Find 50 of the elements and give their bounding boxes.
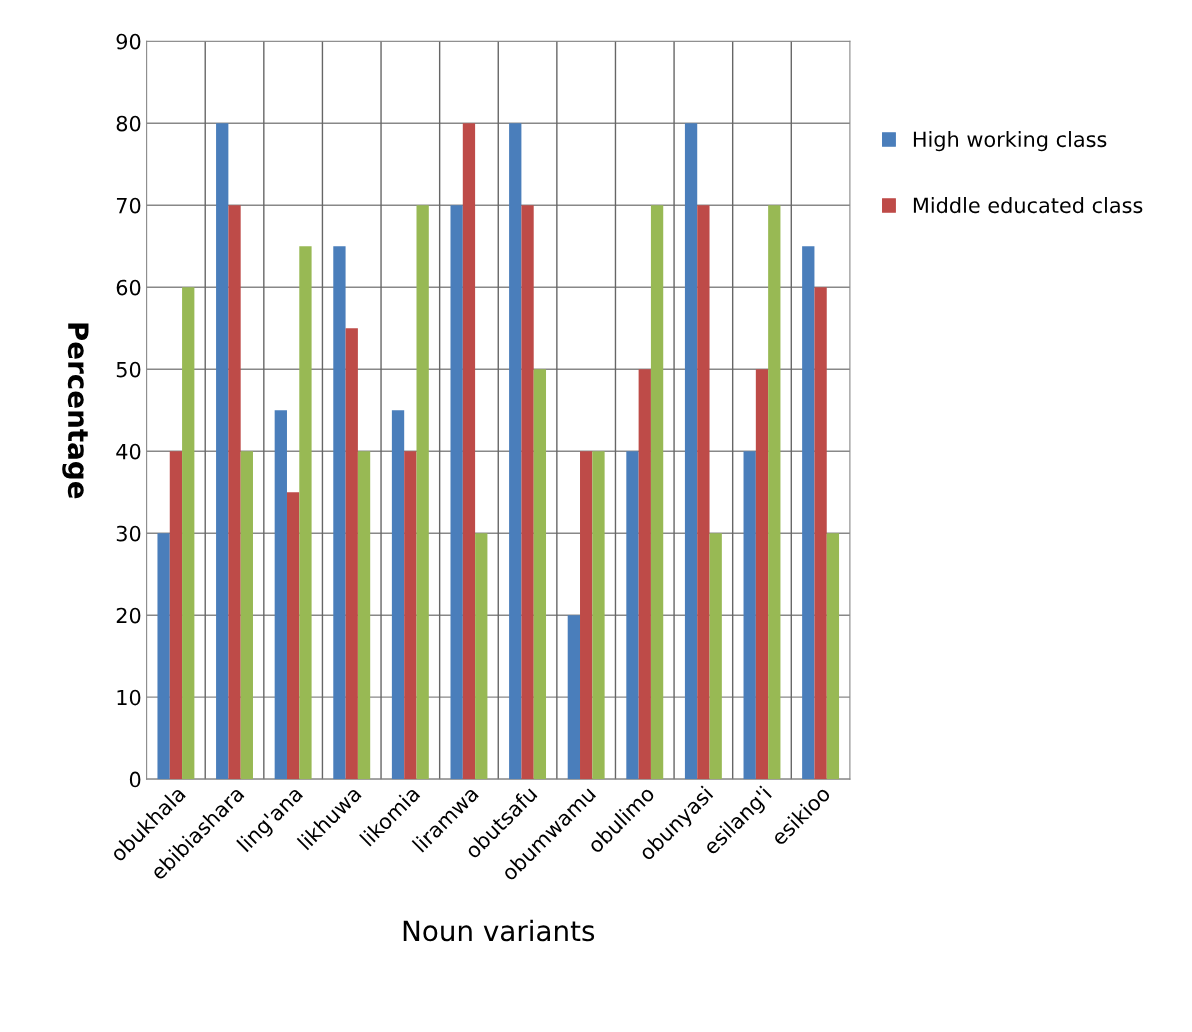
bar xyxy=(533,369,547,780)
bar xyxy=(650,205,664,780)
bar xyxy=(157,533,170,780)
y-tick-label: 50 xyxy=(116,361,141,378)
bar xyxy=(626,451,639,780)
bar xyxy=(697,205,710,780)
bar xyxy=(592,451,605,780)
bar xyxy=(345,328,358,780)
bar xyxy=(768,205,781,780)
y-axis-title: Percentage xyxy=(62,323,89,499)
bar xyxy=(826,533,840,780)
bar xyxy=(416,205,429,780)
bar xyxy=(182,287,195,780)
bar xyxy=(509,123,522,780)
y-tick-label: 30 xyxy=(116,525,141,542)
bar xyxy=(802,246,815,780)
y-tick-label: 20 xyxy=(116,607,141,624)
legend-label: Middle educated class xyxy=(913,197,1143,214)
bar xyxy=(299,246,312,780)
bar xyxy=(274,410,287,780)
bar xyxy=(169,451,183,780)
bar xyxy=(404,451,417,780)
bar xyxy=(684,123,698,780)
bar xyxy=(814,287,827,780)
bar xyxy=(567,615,581,780)
y-tick-label: 40 xyxy=(116,443,141,460)
y-tick-label: 90 xyxy=(116,33,141,50)
bar xyxy=(216,123,229,780)
legend-label: High working class xyxy=(913,131,1107,152)
y-tick-label: 10 xyxy=(117,689,141,706)
y-tick-label: 80 xyxy=(116,115,141,132)
bar xyxy=(475,533,488,780)
bar xyxy=(709,533,722,780)
bar xyxy=(755,369,769,780)
bar xyxy=(462,123,476,780)
y-tick-label: 0 xyxy=(129,771,141,788)
bar xyxy=(228,205,241,780)
bar xyxy=(286,492,300,780)
bar xyxy=(521,205,534,780)
bar xyxy=(391,410,405,780)
bar xyxy=(333,246,346,780)
y-tick-label: 70 xyxy=(116,197,141,214)
bar xyxy=(580,451,593,780)
bar xyxy=(240,451,253,780)
bar xyxy=(743,451,756,780)
bar xyxy=(638,369,651,780)
bar xyxy=(450,205,463,780)
y-tick-label: 60 xyxy=(116,279,141,296)
bar xyxy=(357,451,371,780)
x-axis-title: Noun variants xyxy=(403,919,595,942)
